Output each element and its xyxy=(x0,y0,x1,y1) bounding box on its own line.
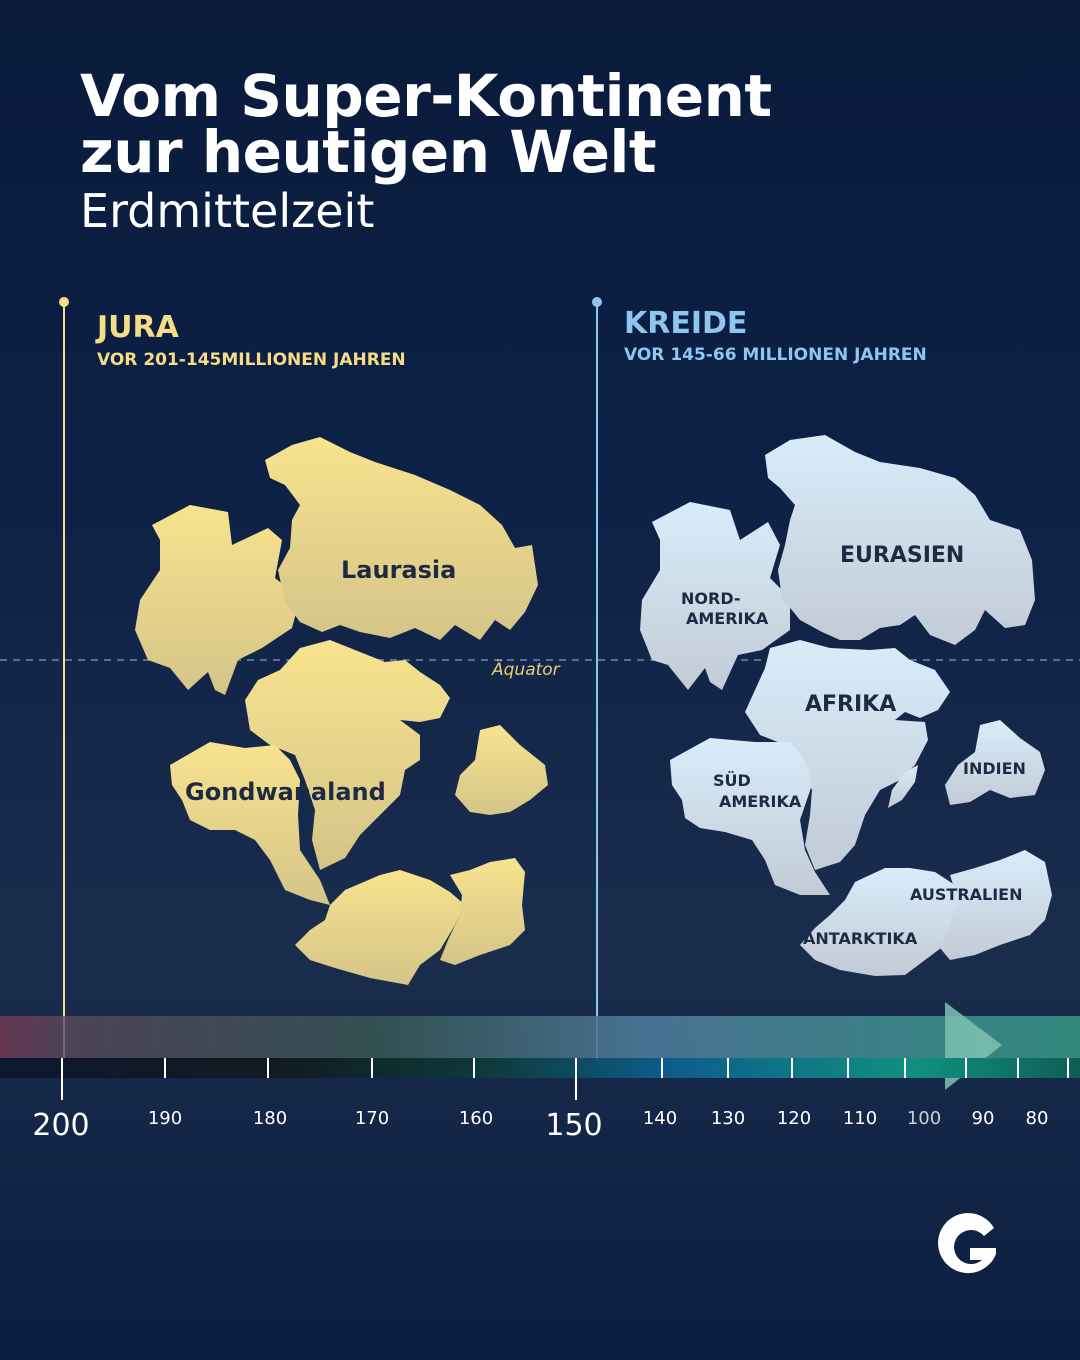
label-australien: AUSTRALIEN xyxy=(910,885,1023,904)
g-logo-icon xyxy=(938,1213,996,1274)
kreide-india xyxy=(945,720,1045,805)
kreide-marker-dot xyxy=(592,297,602,307)
jura-map xyxy=(135,437,548,985)
label-nordamerika-1: NORD- xyxy=(681,589,741,608)
tick-label-160: 160 xyxy=(458,1108,494,1129)
title-line-2: zur heutigen Welt xyxy=(80,118,657,186)
label-suedamerika-2: AMERIKA xyxy=(719,792,802,811)
tick-label-120: 120 xyxy=(776,1108,812,1129)
tick-label-140: 140 xyxy=(642,1108,678,1129)
tick-label-150: 150 xyxy=(545,1108,603,1143)
jura-south-america xyxy=(170,742,330,905)
kreide-eurasia xyxy=(765,435,1035,645)
tick-label-170: 170 xyxy=(354,1108,390,1129)
kreide-map xyxy=(640,435,1052,976)
label-nordamerika-2: AMERIKA xyxy=(686,609,769,628)
kreide-madagascar xyxy=(888,765,918,808)
timeline-band xyxy=(0,1016,1080,1058)
kreide-south-america xyxy=(670,738,830,895)
kreide-title: KREIDE xyxy=(624,306,748,341)
label-gondwanaland: Gondwanaland xyxy=(185,778,386,806)
page-subtitle: Erdmittelzeit xyxy=(80,184,375,238)
jura-antarctica xyxy=(295,870,465,985)
timeline-axis xyxy=(0,1058,1080,1078)
jura-australia xyxy=(440,858,525,965)
tick-label-180: 180 xyxy=(252,1108,288,1129)
label-suedamerika-1: SÜD xyxy=(713,771,751,790)
kreide-australia xyxy=(940,850,1052,960)
tick-label-190: 190 xyxy=(147,1108,183,1129)
jura-africa xyxy=(245,640,450,870)
jura-india xyxy=(455,725,548,815)
jura-laurasia xyxy=(265,437,538,640)
label-eurasien: EURASIEN xyxy=(840,543,965,568)
tick-label-130: 130 xyxy=(710,1108,746,1129)
jura-title: JURA xyxy=(97,310,179,345)
tick-label-100: 100 xyxy=(906,1108,942,1129)
jura-range: VOR 201-145MILLIONEN JAHREN xyxy=(97,350,406,370)
label-laurasia: Laurasia xyxy=(341,556,457,584)
timeline-ticks xyxy=(61,1058,1069,1100)
tick-label-110: 110 xyxy=(842,1108,878,1129)
equator-label: Äquator xyxy=(492,660,560,680)
kreide-africa xyxy=(745,640,950,870)
jura-marker-dot xyxy=(59,297,69,307)
kreide-range: VOR 145-66 MILLIONEN JAHREN xyxy=(624,345,927,365)
tick-label-80: 80 xyxy=(1025,1108,1049,1129)
tick-label-200: 200 xyxy=(32,1108,90,1143)
jura-north-america xyxy=(135,505,300,695)
tick-label-90: 90 xyxy=(971,1108,995,1129)
label-antarktika: ANTARKTIKA xyxy=(803,929,918,948)
label-afrika: AFRIKA xyxy=(805,692,897,717)
title-line-1: Vom Super-Kontinent xyxy=(80,62,772,130)
kreide-north-america xyxy=(640,502,790,690)
label-indien: INDIEN xyxy=(963,759,1026,778)
kreide-antarctica xyxy=(800,868,965,976)
page-title: Vom Super-Kontinent zur heutigen Welt xyxy=(80,67,772,181)
